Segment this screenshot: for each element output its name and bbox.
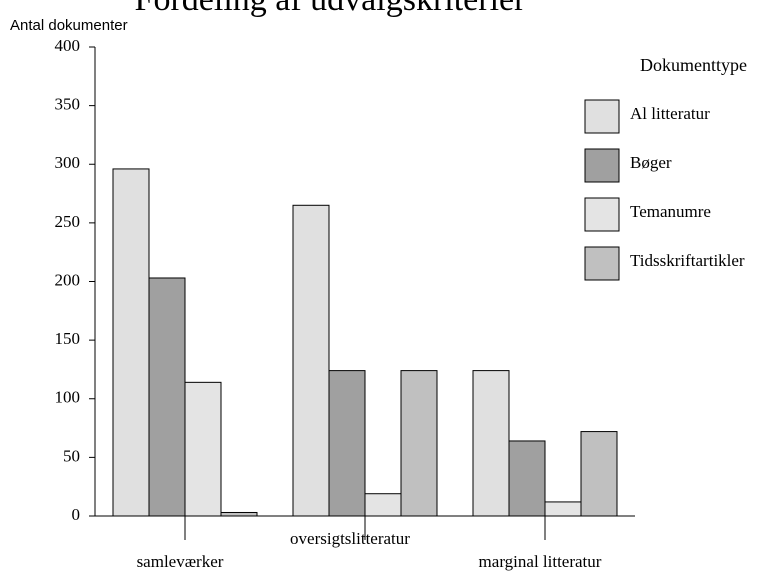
- y-tick-label: 300: [55, 153, 81, 172]
- bar: [544, 501, 582, 517]
- y-tick-label: 0: [72, 505, 81, 524]
- bar: [400, 370, 438, 517]
- legend-swatch: [584, 148, 620, 183]
- legend-label: Al litteratur: [630, 104, 710, 123]
- bar: [364, 493, 402, 517]
- bar: [328, 370, 366, 517]
- x-tick-label: samleværker: [137, 552, 224, 571]
- bar: [148, 277, 186, 517]
- x-tick-label: marginal litteratur: [479, 552, 602, 571]
- chart-title: Fordeling af udvalgskriterier: [135, 0, 527, 18]
- legend-swatch: [584, 197, 620, 232]
- y-tick-label: 350: [55, 95, 81, 114]
- legend-swatch: [584, 99, 620, 134]
- bar: [292, 204, 330, 517]
- legend-label: Temanumre: [630, 202, 711, 221]
- y-tick-label: 50: [63, 446, 80, 465]
- x-tick-label: oversigtslitteratur: [290, 529, 410, 548]
- bar: [580, 431, 618, 517]
- bar: [220, 511, 258, 517]
- y-tick-label: 150: [55, 329, 81, 348]
- legend-title: Dokumenttype: [640, 55, 747, 75]
- legend-label: Tidsskriftartikler: [630, 251, 745, 270]
- y-tick-label: 100: [55, 388, 81, 407]
- bar: [508, 440, 546, 517]
- y-tick-label: 400: [55, 36, 81, 55]
- bar: [112, 168, 150, 517]
- legend-swatch: [584, 246, 620, 281]
- bar: [472, 370, 510, 517]
- bar: [184, 381, 222, 517]
- y-axis-label: Antal dokumenter: [10, 17, 128, 34]
- y-tick-label: 200: [55, 270, 81, 289]
- y-tick-label: 250: [55, 212, 81, 231]
- legend-label: Bøger: [630, 153, 672, 172]
